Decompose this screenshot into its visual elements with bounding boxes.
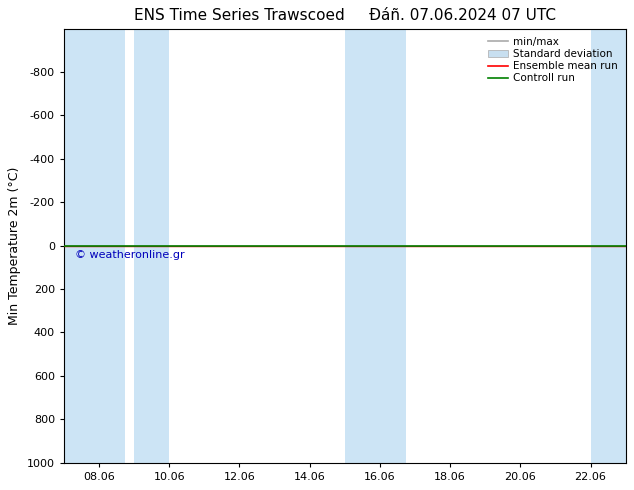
Bar bbox=[380, 29, 406, 463]
Bar bbox=[590, 29, 626, 463]
Legend: min/max, Standard deviation, Ensemble mean run, Controll run: min/max, Standard deviation, Ensemble me… bbox=[484, 34, 621, 86]
Bar bbox=[64, 29, 126, 463]
Title: ENS Time Series Trawscoed     Đáñ. 07.06.2024 07 UTC: ENS Time Series Trawscoed Đáñ. 07.06.202… bbox=[134, 8, 556, 24]
Y-axis label: Min Temperature 2m (°C): Min Temperature 2m (°C) bbox=[8, 167, 22, 325]
Text: © weatheronline.gr: © weatheronline.gr bbox=[75, 250, 184, 260]
Bar bbox=[134, 29, 169, 463]
Bar bbox=[345, 29, 380, 463]
